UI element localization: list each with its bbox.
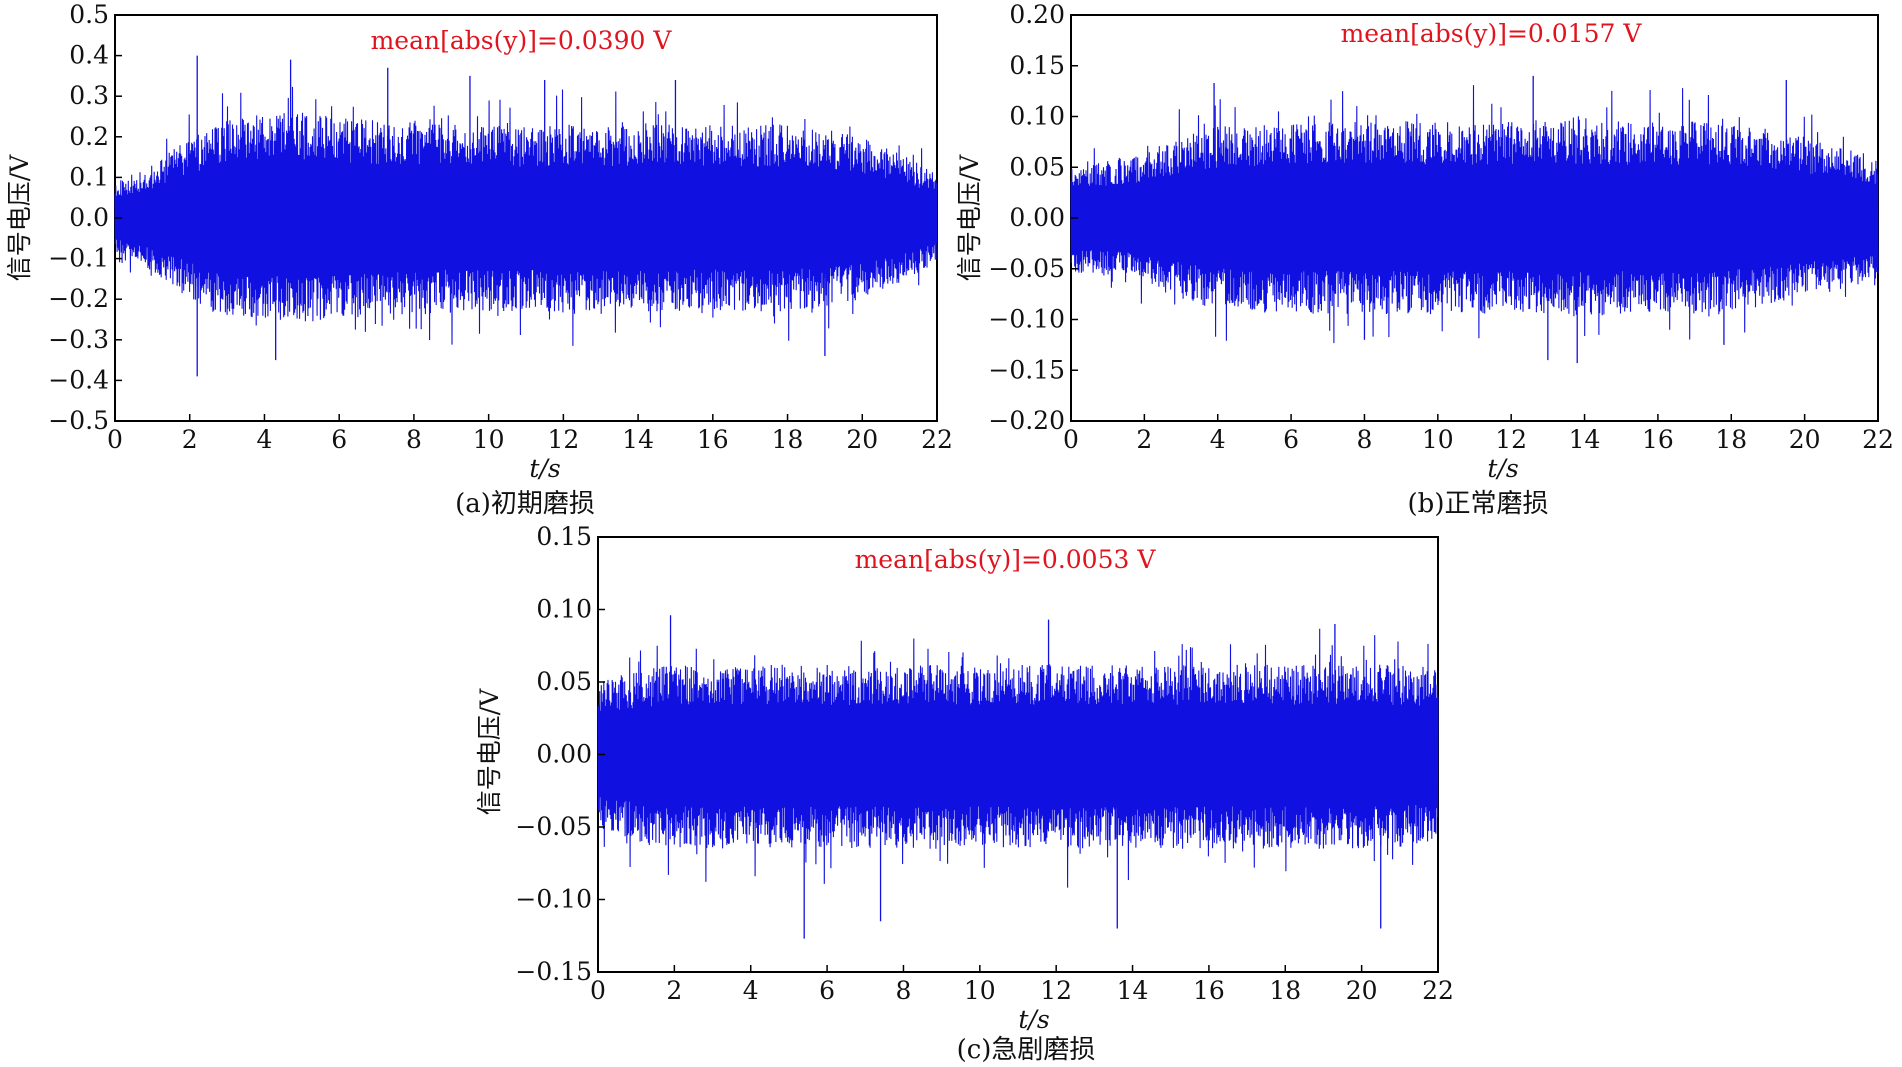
x-tick-label: 22	[921, 425, 953, 454]
signal-core-band	[1071, 163, 1878, 273]
x-tick-label: 22	[1422, 976, 1454, 1005]
signal-core-band	[598, 705, 1438, 807]
x-tick-label: 10	[473, 425, 505, 454]
x-ticks-b: 0 2 4 6 8 10 12 14 16 18 20 22	[1063, 414, 1894, 454]
x-tick-label: 20	[1346, 976, 1378, 1005]
x-tick-label: 14	[622, 425, 654, 454]
panel-b: 0 2 4 6 8 10 12 14 16 18 20 22 0.20 0.15 0.10 0.05 0.00…	[955, 0, 1894, 519]
annotation-a: mean[abs(y)]=0.0390 V	[371, 26, 673, 55]
x-tick-label: 2	[666, 976, 682, 1005]
y-tick-label: 0.00	[1009, 203, 1065, 232]
y-tick-label: 0.10	[1009, 102, 1065, 131]
x-tick-label: 16	[1642, 425, 1674, 454]
y-tick-label: −0.1	[48, 244, 109, 273]
y-axis-label-c: 信号电压/V	[475, 688, 504, 815]
y-tick-label: 0.2	[69, 122, 109, 151]
y-tick-label: 0.1	[69, 162, 109, 191]
x-tick-label: 6	[819, 976, 835, 1005]
y-tick-label: −0.15	[515, 957, 592, 986]
y-tick-label: 0.4	[69, 41, 109, 70]
y-tick-label: −0.2	[48, 284, 109, 313]
x-ticks-a: 0 2 4 6 8 10 12 14 16 18 20 22	[107, 414, 953, 454]
y-tick-label: −0.5	[48, 406, 109, 435]
x-tick-label: 6	[1283, 425, 1299, 454]
y-tick-label: −0.3	[48, 325, 109, 354]
y-tick-label: 0.10	[536, 595, 592, 624]
x-tick-label: 22	[1862, 425, 1894, 454]
y-axis-label-a: 信号电压/V	[5, 154, 34, 281]
x-axis-label-b: t/s	[1487, 454, 1518, 483]
y-tick-label: −0.4	[48, 365, 109, 394]
x-tick-label: 0	[590, 976, 606, 1005]
x-tick-label: 4	[257, 425, 273, 454]
x-tick-label: 12	[1040, 976, 1072, 1005]
x-tick-label: 4	[1210, 425, 1226, 454]
x-tick-label: 12	[1495, 425, 1527, 454]
y-tick-label: 0.05	[1009, 152, 1065, 181]
x-tick-label: 18	[1269, 976, 1301, 1005]
signal-line	[597, 628, 1439, 888]
annotation-c: mean[abs(y)]=0.0053 V	[855, 545, 1157, 574]
panel-a: 0 2 4 6 8 10 12 14 16 18 20 22 0.5 0.4 0.3 0.2 0.1 0.0 −0…	[5, 0, 953, 519]
x-ticks-c: 0 2 4 6 8 10 12 14 16 18 20 22	[590, 965, 1454, 1005]
y-tick-label: 0.00	[536, 740, 592, 769]
x-tick-label: 4	[743, 976, 759, 1005]
x-tick-label: 16	[1193, 976, 1225, 1005]
y-ticks-b: 0.20 0.15 0.10 0.05 0.00 −0.05 −0.10 −0.15 −0.20	[988, 0, 1078, 435]
signal-series-a	[114, 55, 938, 377]
caption-b: (b)正常磨损	[1408, 489, 1549, 519]
caption-a: (a)初期磨损	[455, 489, 595, 519]
x-axis-label-c: t/s	[1018, 1005, 1049, 1034]
signal-series-c	[597, 615, 1439, 939]
x-tick-label: 12	[547, 425, 579, 454]
x-axis-label-a: t/s	[529, 454, 560, 483]
x-tick-label: 14	[1117, 976, 1149, 1005]
y-tick-label: −0.05	[988, 254, 1065, 283]
annotation-b: mean[abs(y)]=0.0157 V	[1341, 19, 1643, 48]
y-axis-label-b: 信号电压/V	[955, 154, 984, 281]
x-tick-label: 18	[772, 425, 804, 454]
x-tick-label: 0	[1063, 425, 1079, 454]
y-tick-label: −0.05	[515, 812, 592, 841]
y-tick-label: 0.5	[69, 0, 109, 29]
x-tick-label: 10	[964, 976, 996, 1005]
y-tick-label: −0.10	[515, 885, 592, 914]
panel-c: 0 2 4 6 8 10 12 14 16 18 20 22 0.15 0.10 0.05 0.00 −0.0…	[475, 522, 1454, 1065]
x-tick-label: 2	[182, 425, 198, 454]
y-ticks-c: 0.15 0.10 0.05 0.00 −0.05 −0.10 −0.15	[515, 522, 605, 986]
caption-c: (c)急剧磨损	[957, 1035, 1096, 1063]
x-tick-label: 8	[406, 425, 422, 454]
y-tick-label: 0.0	[69, 203, 109, 232]
x-tick-label: 10	[1422, 425, 1454, 454]
y-tick-label: 0.15	[1009, 51, 1065, 80]
x-tick-label: 14	[1569, 425, 1601, 454]
x-tick-label: 2	[1136, 425, 1152, 454]
x-tick-label: 20	[1789, 425, 1821, 454]
y-tick-label: −0.10	[988, 305, 1065, 334]
x-tick-label: 18	[1715, 425, 1747, 454]
x-tick-label: 16	[697, 425, 729, 454]
x-tick-label: 8	[1357, 425, 1373, 454]
y-tick-label: 0.3	[69, 81, 109, 110]
x-tick-label: 6	[331, 425, 347, 454]
x-tick-label: 20	[846, 425, 878, 454]
y-tick-label: −0.20	[988, 406, 1065, 435]
y-tick-label: 0.20	[1009, 0, 1065, 29]
x-tick-label: 8	[896, 976, 912, 1005]
y-tick-label: 0.15	[536, 522, 592, 551]
y-ticks-a: 0.5 0.4 0.3 0.2 0.1 0.0 −0.1 −0.2 −0.3 −0.4 −0.5	[48, 0, 122, 435]
signal-core-band	[115, 159, 937, 277]
y-tick-label: 0.05	[536, 667, 592, 696]
y-tick-label: −0.15	[988, 355, 1065, 384]
x-tick-label: 0	[107, 425, 123, 454]
signal-series-b	[1070, 75, 1879, 364]
